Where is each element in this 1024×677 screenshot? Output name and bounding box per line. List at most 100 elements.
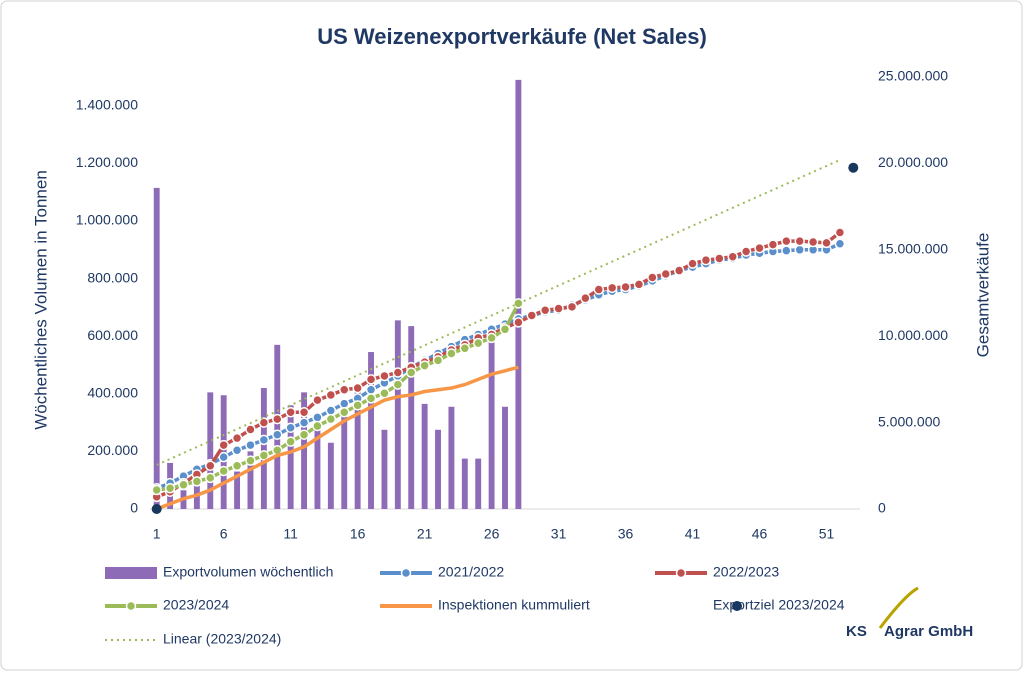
legend-label: 2022/2023 [713,564,779,580]
marker [231,460,243,472]
marker [151,484,162,496]
x-tick-label: 51 [819,526,835,542]
bar [354,385,361,509]
marker [419,360,430,371]
legend-label: Inspektionen kummuliert [438,597,590,613]
marker [338,406,350,418]
legend-swatch [105,567,157,579]
marker [781,245,792,256]
marker [365,384,377,396]
marker [231,444,243,456]
marker [352,400,363,411]
marker [459,343,471,354]
y-tick-label: 800.000 [87,269,138,285]
bar [153,187,160,509]
y2-tick-label: 10.000.000 [878,327,948,343]
marker [432,355,444,366]
marker [714,253,725,264]
y-tick-label: 200.000 [87,442,138,458]
marker [178,479,189,491]
marker [298,429,310,440]
marker [312,394,323,406]
x-tick-label: 11 [283,526,298,542]
bar [488,339,495,509]
marker [446,348,457,359]
marker [218,465,229,477]
marker [191,476,203,487]
marker [285,406,296,418]
marker [258,450,270,461]
y2-tick-label: 5.000.000 [878,413,940,429]
marker [285,436,296,447]
legend-label: Linear (2023/2024) [163,631,281,647]
legend-item: 2023/2024 [105,597,229,613]
x-tick-label: 21 [417,526,433,542]
y-tick-label: 1.400.000 [76,97,138,113]
bar [421,403,428,509]
bar [475,458,482,509]
marker [821,237,832,249]
marker [325,389,337,401]
bar [207,392,214,509]
marker [700,254,712,266]
marker [312,420,323,432]
marker [205,472,216,484]
marker [727,251,738,262]
marker [258,434,270,446]
legend-item: Exportvolumen wöchentlich [105,564,333,580]
bar [314,422,321,509]
marker [566,301,578,313]
legend-marker [125,600,137,612]
x-tick-label: 31 [551,526,567,542]
legend-marker [675,567,687,579]
marker [365,374,377,385]
bar [394,320,401,509]
marker [245,455,256,466]
legend-marker [400,567,412,579]
marker [285,422,296,434]
marker [834,238,846,250]
line [156,231,841,499]
bar [287,405,294,509]
bar [274,344,281,509]
x-tick-label: 1 [153,526,161,542]
line [156,365,519,511]
legend-label: Exportziel 2023/2024 [713,597,845,613]
bar [461,458,468,509]
marker [553,303,564,314]
marker [593,284,605,295]
marker [205,460,216,472]
marker [499,324,511,335]
marker [258,417,270,428]
legend-item: 2021/2022 [380,564,504,580]
marker [231,432,243,444]
marker [580,292,591,304]
line [156,302,520,492]
marker [352,382,363,394]
legend-item: Linear (2023/2024) [105,631,281,647]
point [151,504,162,514]
marker [272,413,283,425]
marker [687,258,698,269]
x-tick-label: 16 [350,526,366,542]
y2-tick-label: 20.000.000 [878,154,948,170]
marker [298,406,310,418]
legend-label: 2023/2024 [163,597,229,613]
y-tick-label: 0 [130,500,138,516]
logo-swoosh [878,586,919,629]
bar [301,392,308,509]
marker [807,236,819,248]
marker [660,268,672,280]
logo-right: Agrar GmbH [884,623,973,640]
marker [513,317,524,328]
marker [325,405,337,416]
point [848,162,859,173]
marker [486,332,497,344]
bar [341,399,348,509]
marker [405,367,417,378]
bar [502,406,508,509]
marker [526,310,538,321]
marker [312,412,323,423]
